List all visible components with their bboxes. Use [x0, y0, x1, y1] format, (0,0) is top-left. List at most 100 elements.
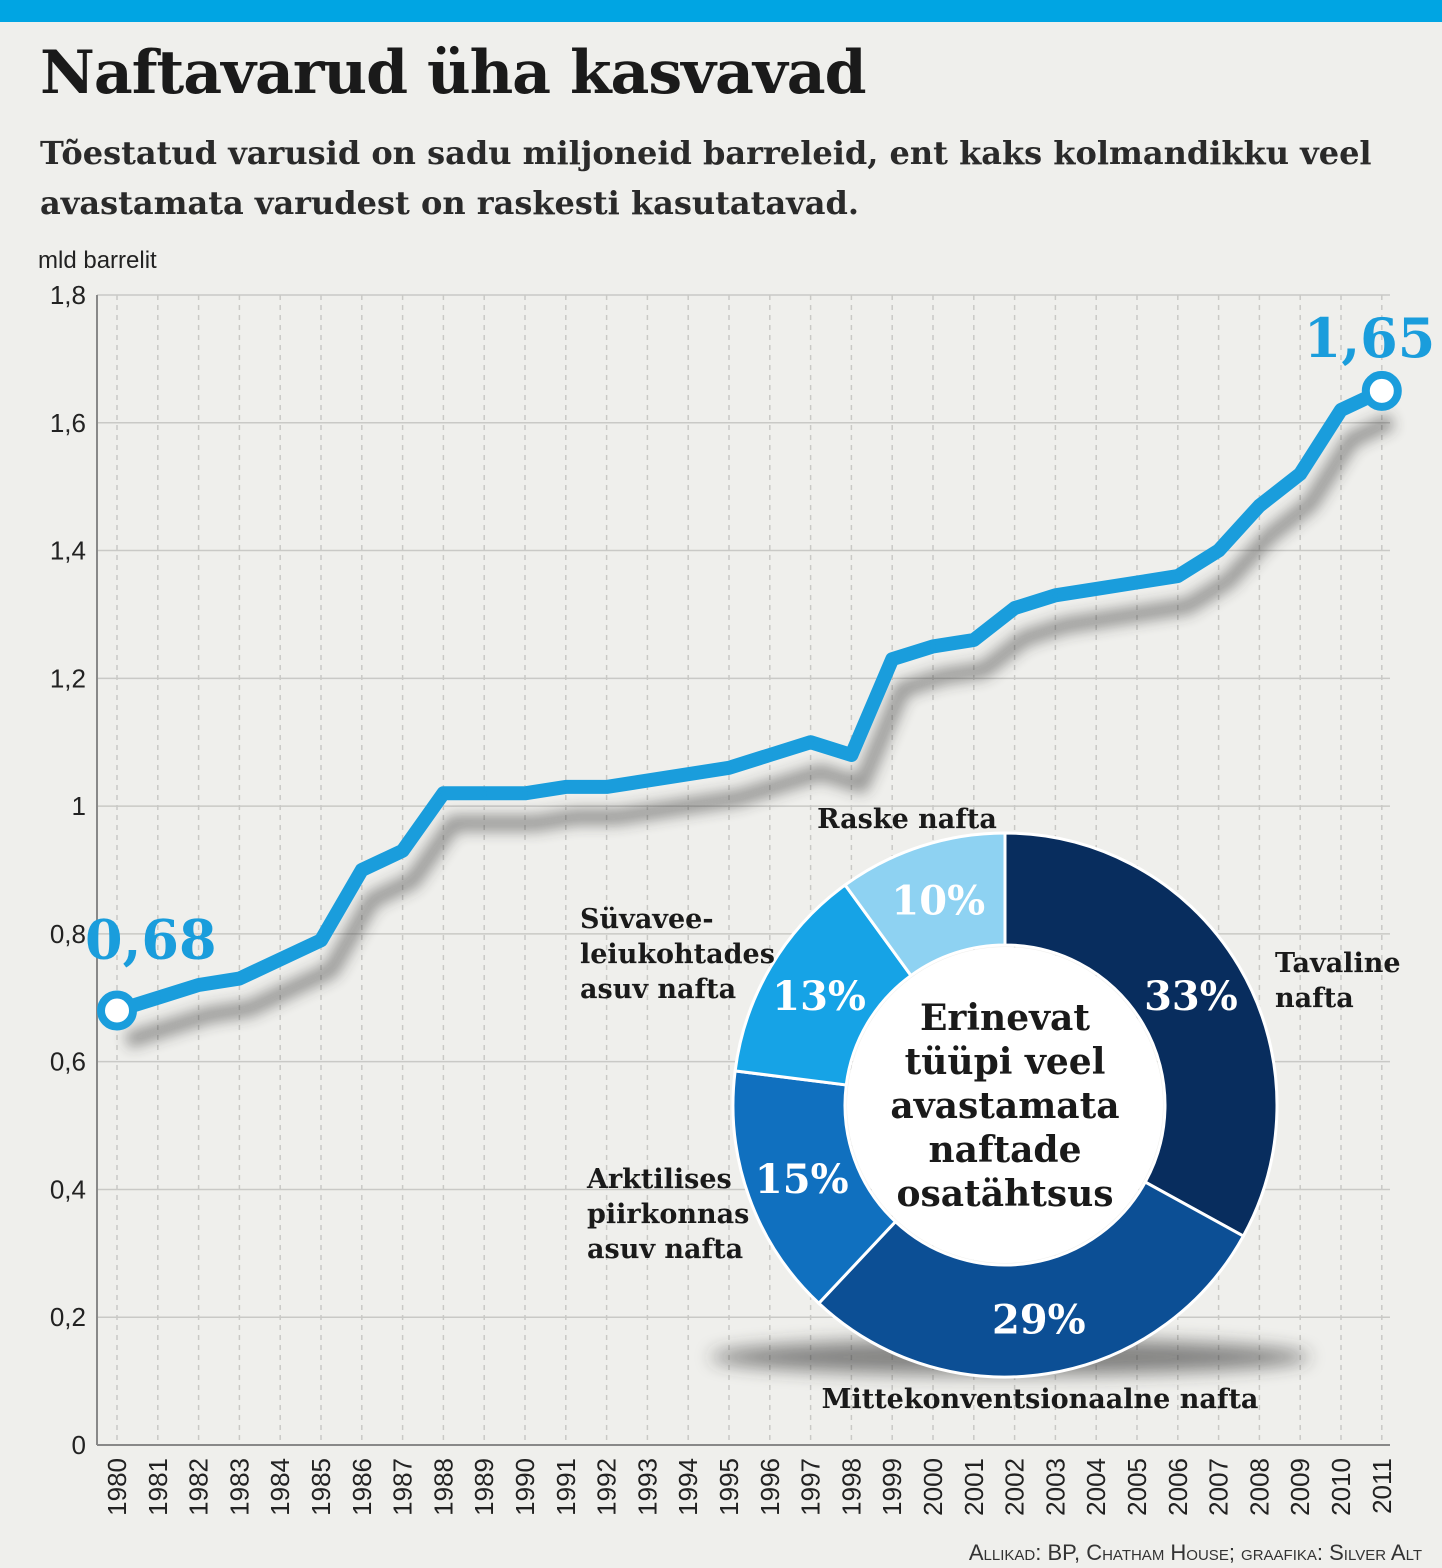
data-point: [889, 656, 896, 663]
slice-category-label: Mittekonventsionaalne nafta: [822, 1384, 1259, 1415]
x-tick-label: 2000: [918, 1458, 948, 1516]
x-tick-label: 1997: [796, 1458, 826, 1516]
slice-value-label: 10%: [891, 878, 985, 925]
y-tick-label: 0,2: [50, 1302, 86, 1332]
data-point: [1011, 605, 1018, 612]
data-point: [318, 937, 324, 944]
endpoint-marker: [97, 990, 137, 1031]
data-point: [1215, 547, 1222, 554]
data-point: [236, 975, 243, 982]
x-tick-label: 2010: [1326, 1458, 1356, 1516]
x-tick-label: 1999: [877, 1458, 907, 1516]
data-point: [1052, 592, 1059, 599]
data-point: [562, 783, 569, 790]
source-credit: Allikad: BP, Chatham House; graafika: Si…: [968, 1540, 1422, 1565]
x-tick-label: 2006: [1163, 1458, 1193, 1516]
y-tick-label: 0,6: [50, 1047, 86, 1077]
donut-center-label: tüüpi veel: [905, 1041, 1106, 1083]
x-tick-label: 1996: [755, 1458, 785, 1516]
slice-value-label: 29%: [992, 1296, 1086, 1343]
reserves-line: [110, 383, 1389, 1018]
x-tick-label: 1993: [632, 1458, 662, 1516]
slice-category-label: piirkonnas: [587, 1199, 749, 1230]
x-tick-label: 1983: [224, 1458, 254, 1516]
page-subtitle: Tõestatud varusid on sadu miljoneid barr…: [40, 134, 1372, 222]
y-tick-label: 0: [72, 1430, 86, 1460]
x-tick-label: 2009: [1285, 1458, 1315, 1516]
data-point: [522, 790, 528, 797]
slice-category-label: Tavaline: [1275, 948, 1401, 979]
donut-slice: [1003, 831, 1279, 1239]
donut-center-label: osatähtsus: [896, 1173, 1113, 1215]
x-tick-label: 1982: [184, 1458, 214, 1516]
data-point: [277, 956, 284, 963]
data-point: [1256, 502, 1263, 509]
page-title: Naftavarud üha kasvavad: [40, 38, 867, 108]
data-point: [195, 982, 202, 988]
x-tick-label: 1992: [592, 1458, 622, 1516]
x-tick-label: 1987: [388, 1458, 418, 1516]
slice-category-label: asuv nafta: [587, 1234, 743, 1265]
y-tick-label: 1,8: [50, 280, 86, 310]
data-point: [1174, 573, 1181, 580]
slice-value-label: 13%: [772, 973, 866, 1020]
donut-center-label: avastamata: [890, 1085, 1119, 1127]
x-tick-label: 1988: [428, 1458, 458, 1516]
x-tick-label: 1994: [673, 1458, 703, 1516]
series-shadow: [124, 413, 1396, 1049]
y-tick-label: 1,4: [50, 536, 86, 566]
data-point: [603, 783, 610, 790]
x-tick-label: 1984: [265, 1458, 295, 1516]
data-point: [848, 752, 855, 758]
y-tick-label: 1,2: [50, 663, 86, 693]
slice-category-label: Arktilises: [586, 1164, 732, 1195]
x-tick-label: 1990: [510, 1458, 540, 1516]
x-tick-label: 2003: [1040, 1458, 1070, 1516]
data-point: [685, 771, 692, 778]
y-tick-label: 0,8: [50, 919, 86, 949]
x-tick-label: 1981: [143, 1458, 173, 1516]
x-tick-label: 1991: [551, 1458, 581, 1516]
data-point: [440, 790, 447, 797]
x-tick-label: 1989: [469, 1458, 499, 1516]
x-tick-label: 1986: [347, 1458, 377, 1516]
data-point: [766, 752, 773, 758]
top-accent-bar: [0, 0, 1442, 22]
x-tick-label: 2002: [1000, 1458, 1030, 1516]
data-point: [358, 867, 365, 873]
x-tick-label: 2008: [1244, 1458, 1274, 1516]
data-point: [1338, 407, 1344, 413]
data-point: [970, 637, 977, 643]
data-point: [726, 764, 732, 771]
slice-value-label: 15%: [755, 1156, 849, 1203]
x-tick-label: 2007: [1204, 1458, 1234, 1516]
data-point: [644, 777, 651, 784]
data-point: [399, 847, 406, 854]
slice-category-label: Süvavee-: [580, 904, 714, 935]
donut-center-label: Erinevat: [920, 997, 1090, 1039]
donut-center-label: naftade: [928, 1129, 1081, 1171]
data-point: [930, 643, 936, 650]
slice-category-label: Raske nafta: [817, 804, 997, 835]
donut-slice: [843, 831, 1007, 978]
data-point: [807, 739, 814, 746]
slice-value-label: 33%: [1144, 973, 1238, 1020]
data-point: [481, 790, 488, 797]
slice-category-label: asuv nafta: [580, 974, 736, 1005]
value-annotation: 0,68: [85, 908, 217, 972]
data-point: [1134, 579, 1140, 586]
x-tick-label: 2004: [1081, 1458, 1111, 1516]
donut-hole: [847, 947, 1163, 1263]
x-tick-label: 1980: [102, 1458, 132, 1516]
x-tick-label: 2005: [1122, 1458, 1152, 1516]
y-tick-label: 1,6: [50, 408, 86, 438]
x-tick-label: 1985: [306, 1458, 336, 1516]
y-tick-label: 0,4: [50, 1174, 86, 1204]
endpoint-marker: [1361, 370, 1402, 411]
x-tick-label: 2001: [959, 1458, 989, 1516]
x-tick-label: 1998: [836, 1458, 866, 1516]
y-tick-label: 1: [72, 791, 86, 821]
slice-category-label: nafta: [1275, 983, 1354, 1014]
slice-category-label: leiukohtades: [580, 939, 775, 970]
